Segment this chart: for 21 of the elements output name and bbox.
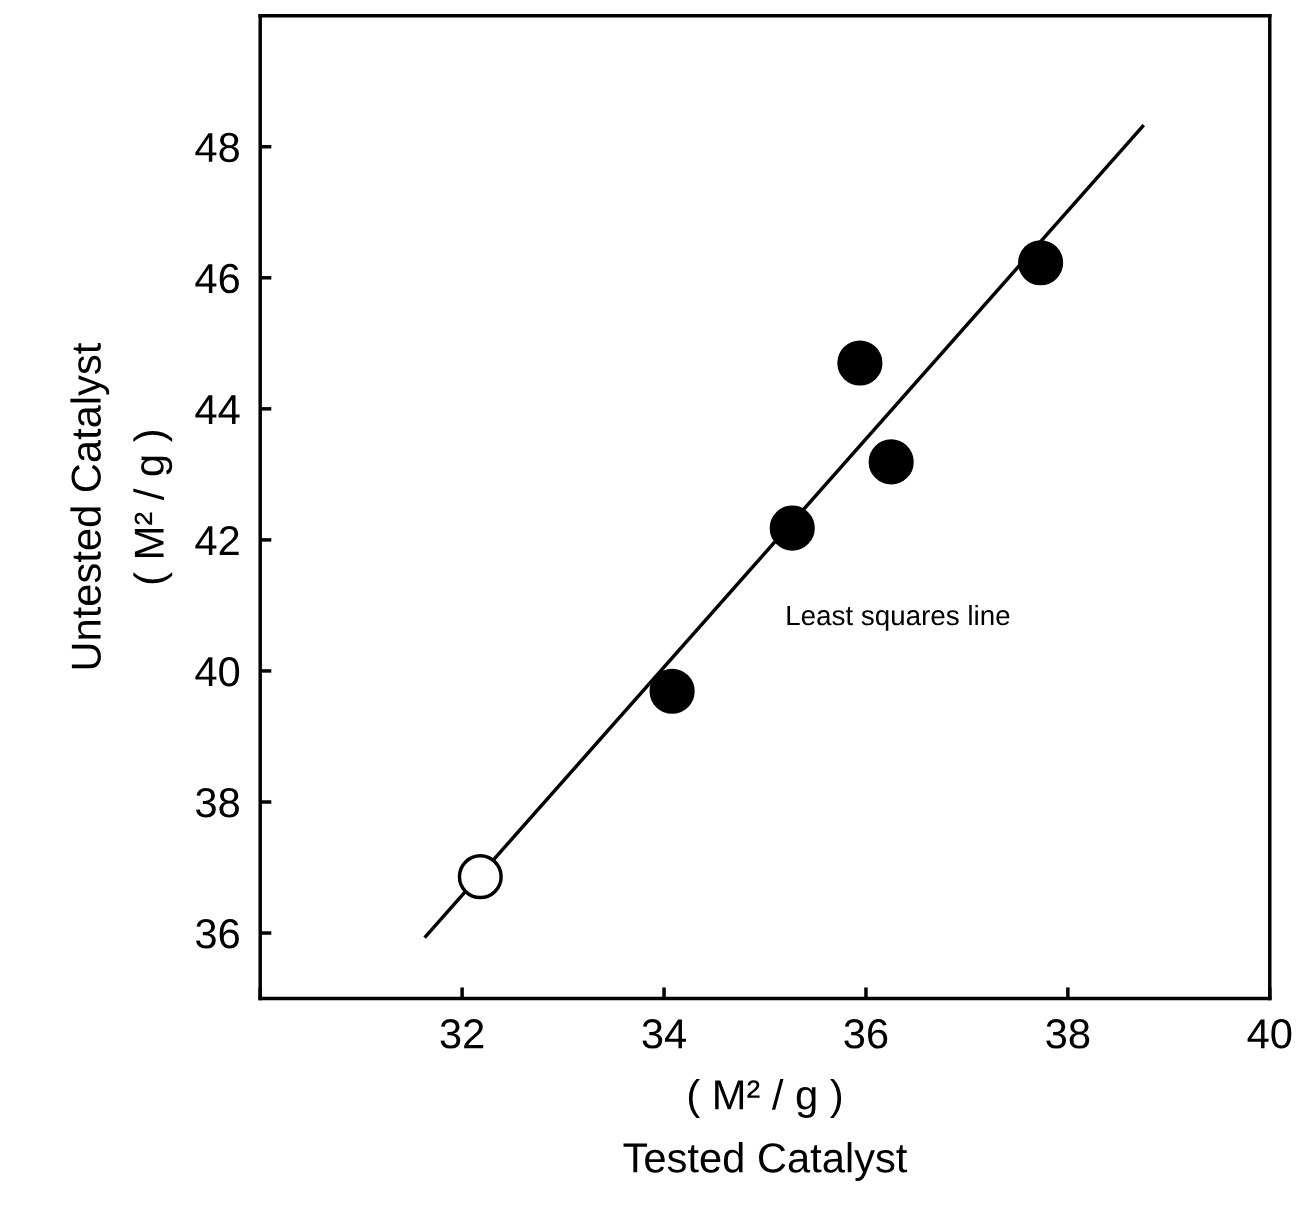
point xyxy=(769,505,815,551)
y-tick-label: 44 xyxy=(195,395,240,424)
point xyxy=(649,668,695,714)
point xyxy=(837,340,883,386)
y-tick-label: 40 xyxy=(195,656,240,687)
y-tick-label: 42 xyxy=(195,525,239,555)
x-tick-label: 38 xyxy=(1046,1019,1090,1049)
x-tick-label: 36 xyxy=(844,1019,888,1049)
y-tick-label: 38 xyxy=(196,787,239,818)
y-tick-label: 48 xyxy=(195,132,239,163)
y-axis-title: Untested Catalyst ( M² / g ) xyxy=(70,342,173,669)
point xyxy=(868,439,914,485)
y-tick-label: 46 xyxy=(195,263,239,294)
point xyxy=(1018,240,1064,286)
annotation: Least squares line xyxy=(787,604,1010,631)
x-tick-label: 34 xyxy=(642,1019,686,1049)
x-axis-title: ( M² / g ) Tested Catalyst xyxy=(623,1079,908,1181)
y-tick-label: 36 xyxy=(196,919,239,949)
point xyxy=(457,854,503,900)
x-tick-label: 40 xyxy=(1247,1019,1292,1049)
x-tick-label: 32 xyxy=(440,1019,484,1049)
